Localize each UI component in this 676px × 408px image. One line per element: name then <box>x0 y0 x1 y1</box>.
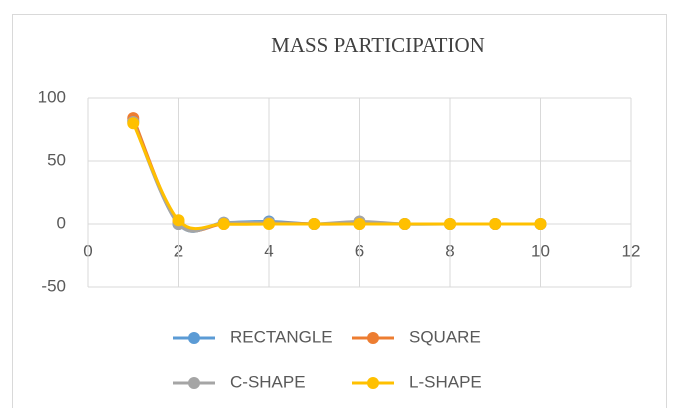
legend-label: RECTANGLE <box>230 327 333 346</box>
data-point <box>127 117 140 130</box>
legend-marker <box>188 332 200 344</box>
y-tick-label: -50 <box>41 276 66 295</box>
legend-marker <box>367 377 379 389</box>
chart-border <box>12 14 667 408</box>
data-point <box>444 218 456 230</box>
data-point <box>263 218 275 230</box>
y-tick-label: 0 <box>57 213 66 232</box>
data-point <box>308 218 321 230</box>
y-tick-label: 100 <box>38 87 66 106</box>
data-point <box>353 218 366 230</box>
chart-title: MASS PARTICIPATION <box>271 33 485 57</box>
data-point <box>398 218 411 230</box>
data-point <box>217 218 230 230</box>
legend-label: C-SHAPE <box>230 372 306 391</box>
series-line <box>131 122 541 231</box>
y-tick-label: 50 <box>47 150 66 169</box>
data-point <box>534 218 547 230</box>
data-point <box>489 218 502 230</box>
legend-marker <box>188 377 200 389</box>
legend-label: L-SHAPE <box>409 372 482 391</box>
legend-marker <box>367 332 379 344</box>
data-point <box>172 214 185 227</box>
legend-label: SQUARE <box>409 327 481 346</box>
